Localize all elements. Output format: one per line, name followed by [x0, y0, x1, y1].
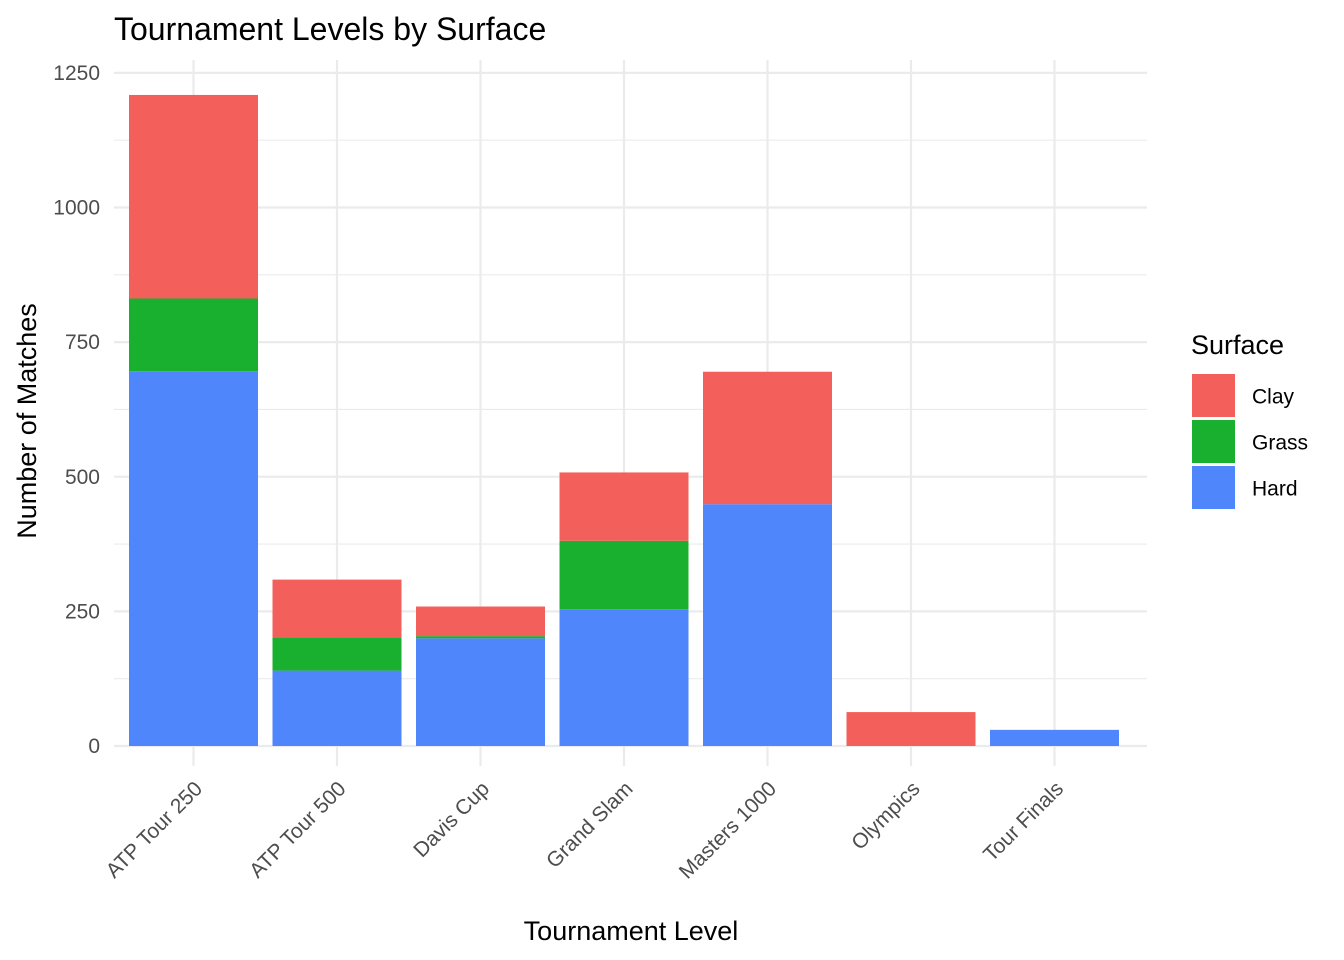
bar-segment-hard — [272, 670, 402, 746]
x-tick-label: ATP Tour 500 — [245, 777, 350, 882]
y-tick-label: 1250 — [53, 62, 100, 85]
y-tick-label: 1000 — [53, 197, 100, 220]
bar-segment-grass — [559, 540, 689, 610]
bar-segment-grass — [129, 298, 258, 372]
x-tick-label: Tour Finals — [979, 777, 1068, 866]
bar-segment-clay — [129, 94, 258, 299]
bar-segment-clay — [272, 579, 402, 638]
y-tick-label: 250 — [65, 600, 100, 623]
y-tick-label: 750 — [65, 331, 100, 354]
legend-label-grass: Grass — [1252, 432, 1308, 455]
bar-segment-grass — [416, 636, 545, 639]
bar-segment-clay — [559, 472, 689, 541]
bar-segment-hard — [559, 609, 689, 746]
bar-segment-hard — [703, 504, 832, 746]
x-tick-label: Grand Slam — [542, 777, 637, 872]
x-tick-label: Masters 1000 — [675, 777, 781, 883]
bar-segment-hard — [416, 638, 545, 746]
y-tick-label: 500 — [65, 466, 100, 489]
bar-segment-hard — [990, 729, 1119, 746]
y-axis-title: Number of Matches — [12, 303, 42, 539]
legend-key-clay — [1192, 374, 1235, 417]
chart-title: Tournament Levels by Surface — [114, 11, 546, 47]
bar-segment-grass — [272, 637, 402, 671]
legend-label-hard: Hard — [1252, 478, 1298, 501]
x-tick-label: ATP Tour 250 — [102, 777, 207, 882]
y-tick-label: 0 — [88, 735, 100, 758]
legend-title: Surface — [1191, 330, 1284, 360]
x-tick-label: Davis Cup — [409, 777, 494, 862]
bar-segment-clay — [846, 712, 976, 746]
x-axis-title: Tournament Level — [524, 916, 739, 946]
bar-segment-clay — [416, 606, 545, 637]
legend: Surface Clay Grass Hard — [1191, 330, 1308, 509]
legend-key-grass — [1192, 420, 1235, 463]
legend-label-clay: Clay — [1252, 386, 1295, 409]
bars — [129, 94, 1119, 746]
bar-segment-clay — [703, 371, 832, 505]
legend-key-hard — [1192, 466, 1235, 509]
x-tick-label: Olympics — [847, 777, 924, 854]
bar-segment-hard — [129, 371, 258, 746]
